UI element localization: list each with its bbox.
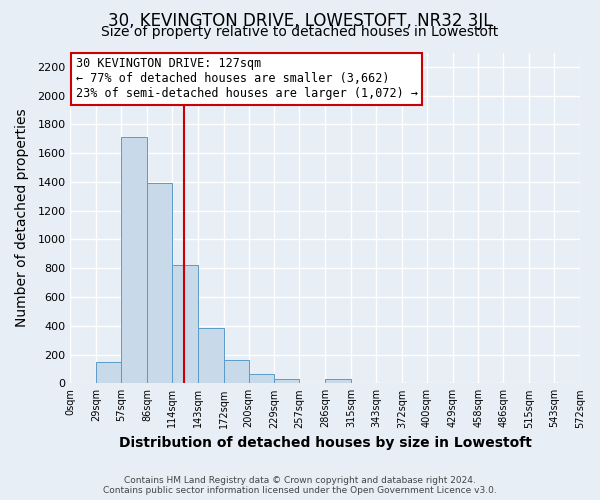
Text: 30, KEVINGTON DRIVE, LOWESTOFT, NR32 3JL: 30, KEVINGTON DRIVE, LOWESTOFT, NR32 3JL <box>108 12 492 30</box>
Bar <box>121 138 147 384</box>
Y-axis label: Number of detached properties: Number of detached properties <box>15 108 29 327</box>
Bar <box>248 374 274 384</box>
Bar <box>325 379 351 384</box>
Bar <box>172 264 198 384</box>
Text: Contains HM Land Registry data © Crown copyright and database right 2024.
Contai: Contains HM Land Registry data © Crown c… <box>103 476 497 495</box>
Bar <box>147 184 172 384</box>
Bar <box>224 360 248 384</box>
Bar <box>299 382 325 384</box>
Text: 30 KEVINGTON DRIVE: 127sqm
← 77% of detached houses are smaller (3,662)
23% of s: 30 KEVINGTON DRIVE: 127sqm ← 77% of deta… <box>76 58 418 100</box>
Text: Size of property relative to detached houses in Lowestoft: Size of property relative to detached ho… <box>101 25 499 39</box>
Bar <box>96 362 121 384</box>
Bar <box>198 328 224 384</box>
X-axis label: Distribution of detached houses by size in Lowestoft: Distribution of detached houses by size … <box>119 436 532 450</box>
Bar <box>274 379 299 384</box>
